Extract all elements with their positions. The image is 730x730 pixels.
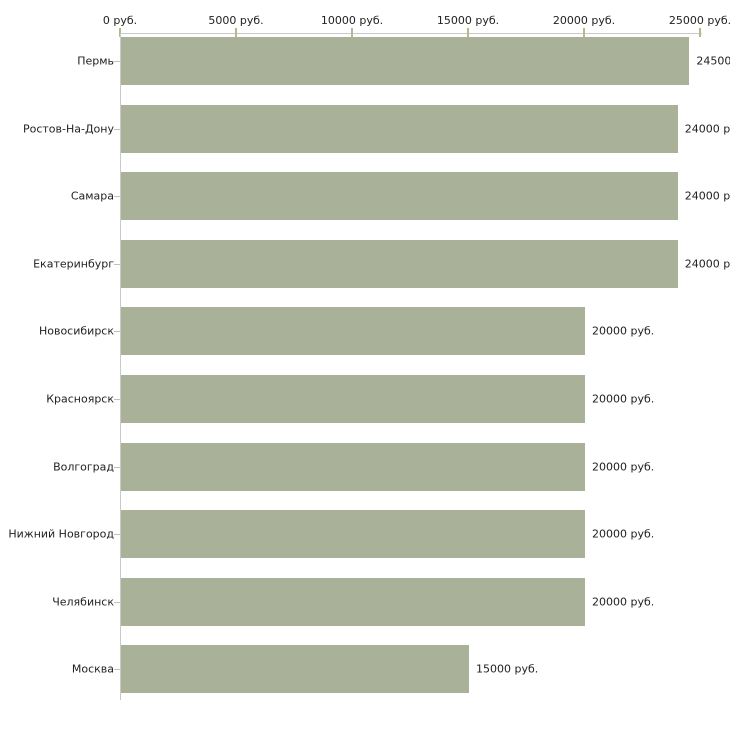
value-label: 20000 руб. — [592, 392, 655, 406]
category-tick — [114, 669, 120, 671]
x-axis-tick-label: 15000 руб. — [436, 14, 500, 27]
value-label: 20000 руб. — [592, 595, 655, 609]
category-label: Волгоград — [53, 460, 114, 474]
x-axis-tick-label: 20000 руб. — [552, 14, 616, 27]
x-axis-tick — [351, 28, 353, 37]
value-label: 24500 руб. — [696, 54, 730, 68]
category-tick — [114, 128, 120, 130]
category-tick — [114, 601, 120, 603]
category-label: Челябинск — [52, 595, 114, 609]
bar — [121, 172, 678, 221]
value-label: 24000 руб. — [684, 257, 730, 271]
bar — [121, 307, 585, 356]
x-axis-tick-label: 5000 руб. — [208, 14, 264, 27]
x-axis-tick — [699, 28, 701, 37]
category-tick — [114, 466, 120, 468]
x-axis-tick — [583, 28, 585, 37]
category-tick — [114, 196, 120, 198]
category-tick — [114, 534, 120, 536]
category-tick — [114, 399, 120, 400]
bar — [121, 104, 678, 153]
bar — [121, 37, 690, 85]
x-axis-line — [120, 33, 702, 34]
bar — [121, 645, 469, 694]
value-label: 24000 руб. — [684, 189, 730, 203]
value-label: 15000 руб. — [476, 662, 539, 676]
category-label: Красноярск — [46, 392, 114, 406]
x-axis-tick — [235, 28, 237, 37]
x-axis-tick — [119, 28, 121, 37]
x-axis-tick-label: 0 руб. — [102, 14, 138, 27]
bar — [121, 442, 585, 491]
category-tick — [114, 61, 120, 62]
value-label: 20000 руб. — [592, 460, 655, 474]
y-axis-line — [120, 33, 121, 700]
value-label: 24000 руб. — [684, 122, 730, 136]
x-axis-tick-label: 25000 руб. — [668, 14, 730, 27]
x-axis-tick-label: 10000 руб. — [320, 14, 384, 27]
bar — [121, 510, 585, 559]
category-tick — [114, 263, 120, 265]
value-label: 20000 руб. — [592, 527, 655, 541]
category-label: Самара — [70, 189, 114, 203]
category-label: Екатеринбург — [33, 257, 114, 271]
category-label: Ростов-На-Дону — [22, 122, 114, 136]
category-label: Новосибирск — [38, 324, 114, 338]
category-label: Москва — [71, 662, 114, 676]
category-label: Пермь — [77, 54, 114, 68]
category-tick — [114, 331, 120, 333]
category-label: Нижний Новгород — [8, 527, 114, 541]
bar — [121, 577, 585, 626]
x-axis-tick — [467, 28, 469, 37]
bar — [121, 239, 678, 288]
bar — [121, 375, 585, 423]
value-label: 20000 руб. — [592, 324, 655, 338]
